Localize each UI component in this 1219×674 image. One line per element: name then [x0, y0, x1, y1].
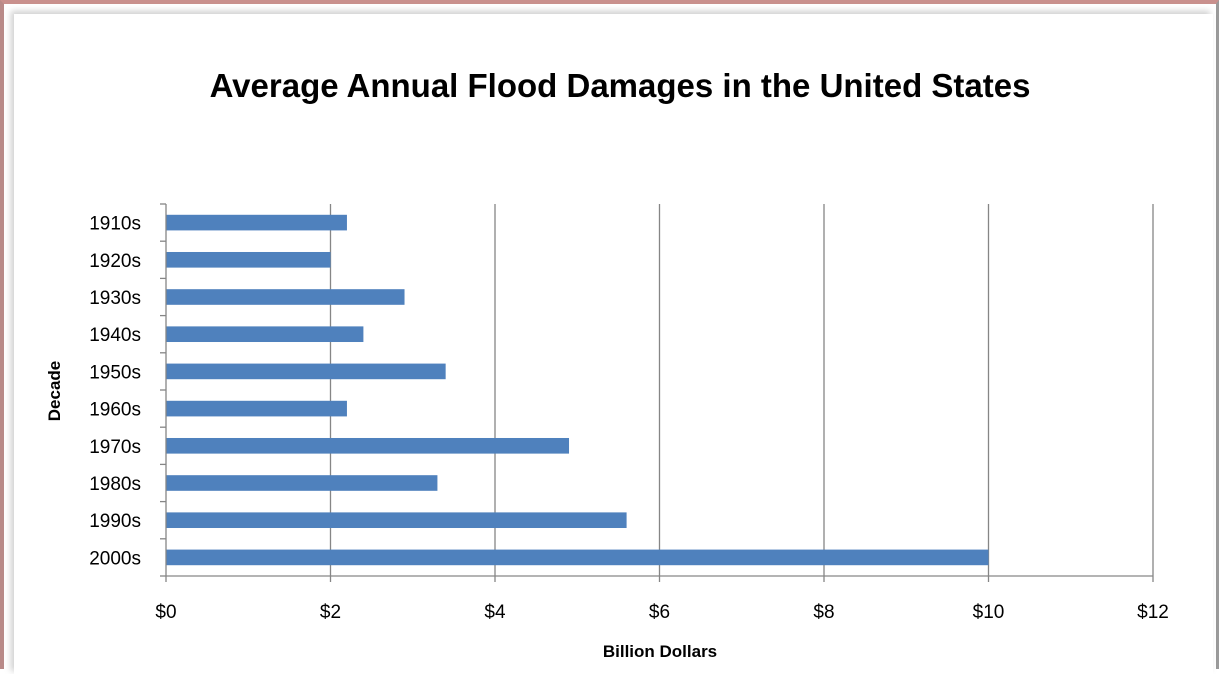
x-tick-labels: $0 $2 $4 $6 $8 $10 $12: [155, 602, 1168, 623]
bars: [166, 214, 989, 566]
x-tick-label: $4: [484, 602, 506, 623]
bar-2000s: [166, 549, 989, 566]
bar-1990s: [166, 512, 627, 529]
bar-1950s: [166, 363, 446, 380]
y-tick-label: 1940s: [89, 325, 141, 346]
y-tick-label: 1960s: [89, 400, 141, 421]
axes: [160, 203, 1154, 582]
y-tick-label: 1990s: [89, 511, 141, 532]
y-tick-label: 1930s: [89, 288, 141, 309]
x-axis-title: Billion Dollars: [603, 642, 717, 661]
bar-1930s: [166, 289, 405, 305]
x-tick-label: $8: [813, 602, 834, 623]
y-tick-label: 1950s: [89, 362, 141, 383]
x-tick-label: $2: [320, 602, 341, 623]
x-tick-label: $10: [973, 602, 1005, 623]
chart-title: Average Annual Flood Damages in the Unit…: [210, 67, 1031, 104]
bar-1910s: [166, 214, 347, 231]
bar-1940s: [166, 326, 364, 343]
x-tick-label: $6: [649, 602, 670, 623]
y-tick-label: 2000s: [89, 548, 141, 569]
x-tick-label: $12: [1137, 602, 1169, 623]
y-tick-label: 1980s: [89, 474, 141, 495]
bar-1980s: [166, 475, 438, 491]
y-tick-label: 1910s: [89, 214, 141, 235]
bar-1960s: [166, 400, 347, 417]
y-axis-title: Decade: [45, 361, 64, 421]
y-tick-label: 1920s: [89, 251, 141, 272]
bar-1970s: [166, 437, 570, 454]
y-tick-label: 1970s: [89, 437, 141, 458]
bar-1920s: [166, 251, 331, 268]
y-tick-labels: 1910s 1920s 1930s 1940s 1950s 1960s 1970s 1980s…: [89, 214, 141, 570]
x-tick-label: $0: [155, 602, 176, 623]
